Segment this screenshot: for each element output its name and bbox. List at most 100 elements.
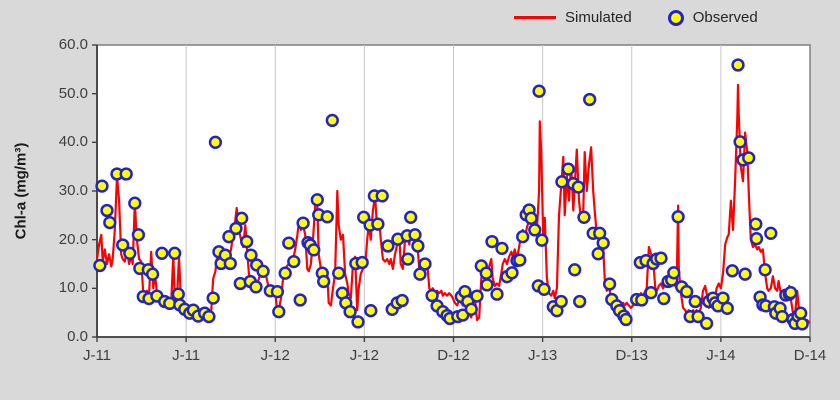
observed-point xyxy=(568,263,582,277)
x-tick-label: J-11 xyxy=(82,347,112,364)
observed-point xyxy=(688,294,702,309)
observed-point xyxy=(680,285,694,299)
y-tick-label: 0.0 xyxy=(67,328,88,345)
observed-point xyxy=(123,246,137,260)
observed-point xyxy=(119,167,133,181)
chart-legend: Simulated Observed xyxy=(514,9,758,26)
observed-point xyxy=(418,257,432,271)
observed-point xyxy=(749,217,763,231)
x-tick-label: J-14 xyxy=(706,347,736,364)
observed-point xyxy=(671,210,685,224)
x-tick-label: J-12 xyxy=(349,347,379,364)
observed-point xyxy=(249,280,263,294)
observed-point xyxy=(320,210,334,224)
observed-point xyxy=(733,135,747,149)
observed-point xyxy=(749,232,764,246)
observed-point xyxy=(282,236,296,250)
y-tick-label: 10.0 xyxy=(58,279,88,297)
observed-point xyxy=(100,203,114,218)
legend-item-observed: Observed xyxy=(667,9,758,26)
observed-point xyxy=(395,293,409,308)
observed-point xyxy=(131,228,146,242)
observed-point xyxy=(495,241,509,256)
observed-point xyxy=(128,196,142,210)
observed-point xyxy=(332,266,346,280)
observed-point xyxy=(408,228,422,242)
observed-point xyxy=(470,289,484,303)
observed-point xyxy=(528,223,542,237)
observed-point xyxy=(644,286,658,300)
observed-point xyxy=(691,309,705,324)
observed-point xyxy=(516,230,530,244)
x-tick-label: J-11 xyxy=(172,347,201,364)
observed-point xyxy=(731,58,745,72)
observed-point xyxy=(307,243,321,257)
observed-point xyxy=(145,267,160,281)
observed-point xyxy=(270,285,285,299)
observed-point xyxy=(764,226,778,240)
observed-point xyxy=(171,287,185,301)
legend-label-observed: Observed xyxy=(692,9,758,26)
observed-point xyxy=(742,151,756,165)
observed-point xyxy=(222,230,236,244)
observed-point xyxy=(256,264,270,278)
observed-point xyxy=(657,291,671,306)
observed-point xyxy=(371,217,385,231)
observed-point xyxy=(287,254,301,269)
observed-point xyxy=(411,239,425,253)
observed-point xyxy=(635,293,649,307)
y-tick-label: 30.0 xyxy=(58,182,88,199)
legend-item-simulated: Simulated xyxy=(514,9,632,26)
simulated-line-icon xyxy=(514,16,556,19)
observed-point xyxy=(364,304,378,318)
observed-point xyxy=(116,238,130,252)
observed-point xyxy=(401,252,415,266)
observed-point xyxy=(325,113,339,128)
observed-point xyxy=(103,215,117,230)
observed-point xyxy=(725,264,739,278)
observed-point xyxy=(413,267,427,281)
observed-point xyxy=(784,286,798,300)
observed-point xyxy=(775,309,789,324)
observed-point xyxy=(619,312,633,327)
observed-point xyxy=(485,234,499,249)
observed-point xyxy=(244,248,258,262)
observed-point xyxy=(535,233,549,247)
observed-point xyxy=(168,246,182,260)
observed-point xyxy=(317,274,331,289)
observed-point xyxy=(699,316,714,331)
observed-point xyxy=(272,305,286,319)
observed-point xyxy=(667,266,681,280)
observed-point xyxy=(654,251,668,265)
legend-label-simulated: Simulated xyxy=(565,9,632,26)
observed-point xyxy=(404,210,418,224)
observed-point xyxy=(591,247,605,261)
observed-point xyxy=(229,221,243,236)
observed-point xyxy=(479,266,493,280)
observed-point xyxy=(206,291,220,305)
observed-point xyxy=(202,309,216,324)
observed-point xyxy=(235,211,249,225)
observed-point xyxy=(296,216,310,230)
x-tick-label: D-13 xyxy=(615,347,648,364)
observed-point xyxy=(425,288,439,303)
observed-point xyxy=(738,267,752,281)
observed-point xyxy=(577,210,591,224)
x-tick-label: J-13 xyxy=(528,347,558,364)
observed-point xyxy=(93,258,107,273)
observed-point xyxy=(375,189,389,203)
observed-point xyxy=(278,266,292,280)
observed-point xyxy=(343,305,357,319)
observed-point xyxy=(524,211,538,225)
observed-point xyxy=(554,294,568,309)
y-tick-label: 20.0 xyxy=(58,230,88,248)
y-axis-title: Chl-a (mg/m³) xyxy=(12,142,30,240)
observed-point xyxy=(155,246,169,260)
observed-point xyxy=(480,278,494,292)
x-tick-label: J-12 xyxy=(260,347,290,364)
observed-point xyxy=(571,180,585,194)
observed-point xyxy=(532,84,546,98)
observed-point xyxy=(596,236,610,250)
